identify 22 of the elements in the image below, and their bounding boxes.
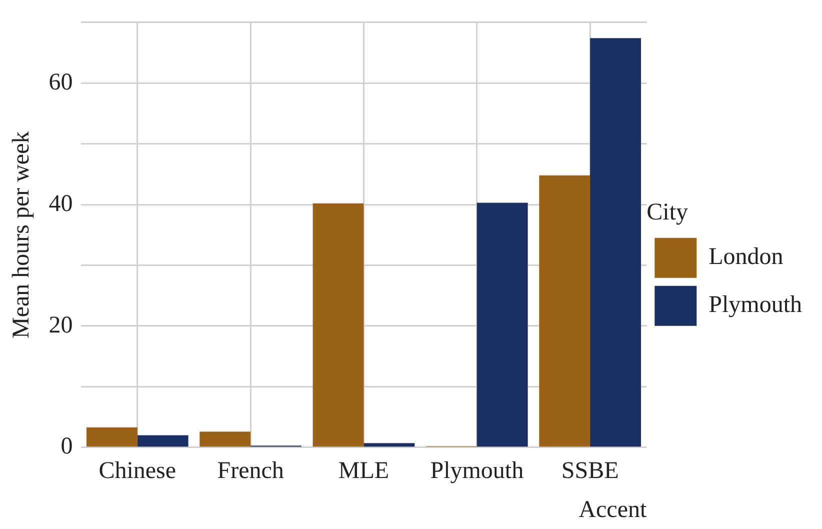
bar xyxy=(590,38,641,447)
y-tick-label: 0 xyxy=(60,434,73,460)
bar xyxy=(312,203,364,447)
legend-title: City xyxy=(646,199,688,226)
bar xyxy=(539,175,590,447)
bar xyxy=(476,202,528,447)
bar xyxy=(137,435,188,447)
y-tick-label: 60 xyxy=(48,69,73,96)
x-tick-label: MLE xyxy=(338,458,390,484)
bar xyxy=(364,443,415,447)
x-tick-label: Chinese xyxy=(98,458,176,484)
legend-label: London xyxy=(708,244,784,270)
x-axis-title: Accent xyxy=(578,496,647,523)
bar xyxy=(200,432,251,447)
y-tick-label: 40 xyxy=(48,190,73,217)
x-tick-label: SSBE xyxy=(561,458,619,484)
y-axis-title: Mean hours per week xyxy=(8,131,35,339)
x-tick-label: Plymouth xyxy=(430,458,524,484)
x-tick-label: French xyxy=(217,458,284,484)
bar xyxy=(86,427,138,447)
y-tick-label: 20 xyxy=(48,312,73,338)
legend-label: Plymouth xyxy=(708,292,802,318)
